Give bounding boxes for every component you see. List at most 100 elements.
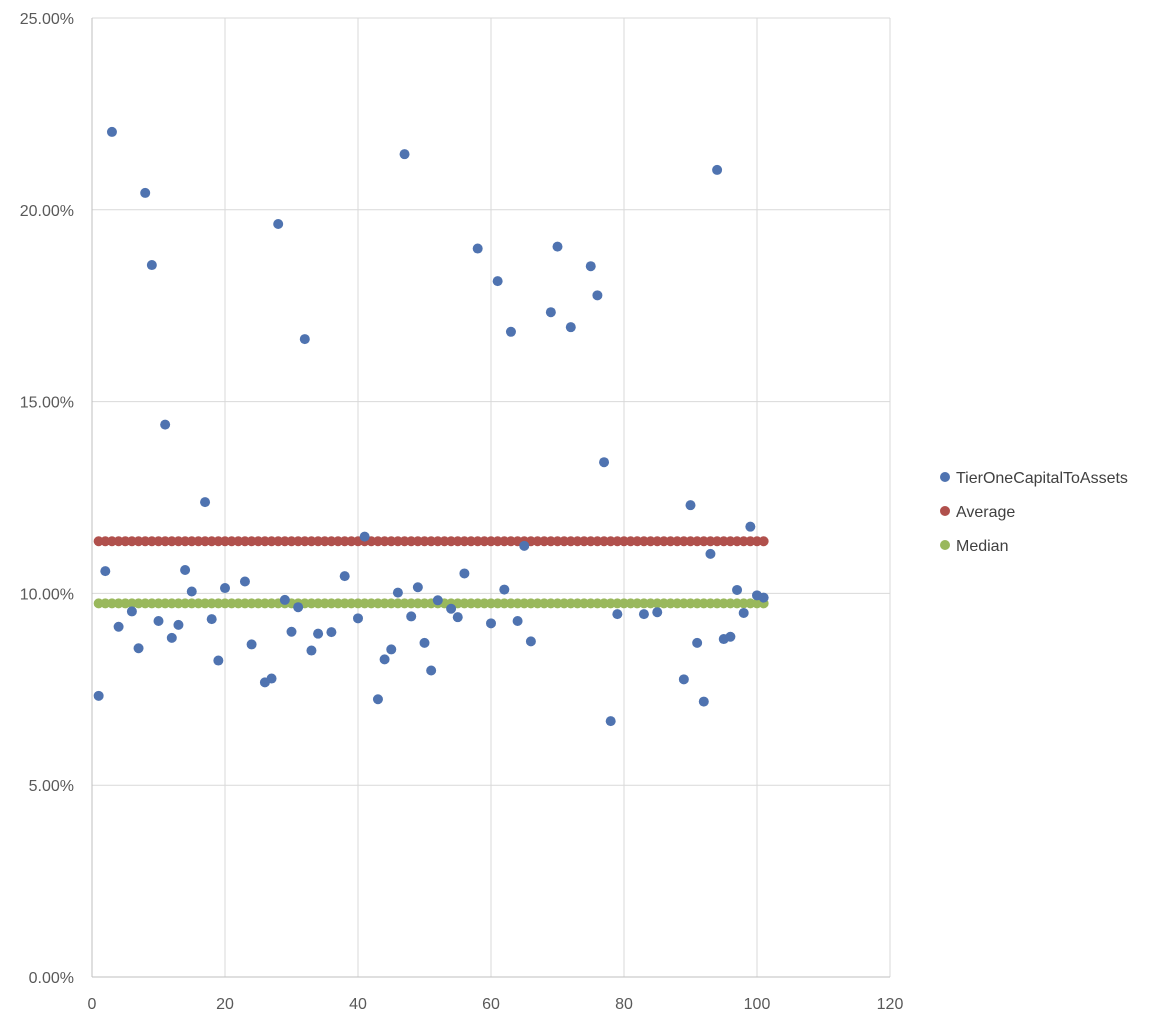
y-tick-label: 20.00% xyxy=(20,203,74,220)
data-point xyxy=(486,618,496,629)
data-point xyxy=(585,261,596,272)
data-point xyxy=(273,218,284,229)
data-point xyxy=(685,500,696,511)
legend-marker xyxy=(940,506,950,516)
data-point xyxy=(133,643,144,654)
data-point xyxy=(146,260,157,271)
data-point xyxy=(220,583,230,594)
data-point xyxy=(459,568,470,579)
data-point xyxy=(612,609,623,620)
data-point xyxy=(505,326,516,337)
data-point xyxy=(406,611,417,622)
series-points xyxy=(93,126,769,727)
x-tick-label: 80 xyxy=(615,996,633,1013)
legend-marker xyxy=(940,540,950,550)
data-point xyxy=(592,290,603,301)
data-point xyxy=(113,621,124,632)
x-tick-label: 120 xyxy=(877,996,904,1013)
data-point xyxy=(399,149,410,160)
data-point xyxy=(106,126,117,137)
data-point xyxy=(166,632,177,643)
data-point xyxy=(692,637,703,648)
data-point xyxy=(140,187,151,198)
data-point xyxy=(432,595,443,606)
data-point xyxy=(313,628,324,639)
data-point xyxy=(293,602,304,613)
data-point xyxy=(379,654,390,665)
data-point xyxy=(412,582,423,593)
data-point xyxy=(738,607,749,618)
x-tick-label: 60 xyxy=(482,996,500,1013)
data-point xyxy=(246,639,257,650)
data-point xyxy=(565,322,576,333)
data-point xyxy=(426,665,437,676)
data-point xyxy=(705,548,716,559)
gridlines xyxy=(92,17,891,977)
data-point xyxy=(200,497,211,508)
data-point xyxy=(100,566,111,577)
legend-label: Average xyxy=(956,504,1015,521)
data-point xyxy=(93,690,104,701)
y-tick-label: 0.00% xyxy=(29,970,74,987)
data-point xyxy=(359,531,370,542)
data-point xyxy=(732,584,743,595)
legend: TierOneCapitalToAssets Average Median xyxy=(940,470,1128,555)
data-point xyxy=(678,674,689,685)
data-point xyxy=(339,571,350,582)
data-point xyxy=(213,655,224,666)
data-point xyxy=(512,616,523,627)
data-point xyxy=(492,276,503,287)
y-tick-label: 15.00% xyxy=(20,395,74,412)
legend-label: Median xyxy=(956,538,1008,555)
data-point xyxy=(372,694,383,705)
data-point xyxy=(525,636,536,647)
data-point xyxy=(180,565,191,576)
data-point xyxy=(186,586,197,597)
data-point xyxy=(545,307,556,318)
data-point xyxy=(353,613,363,624)
data-point xyxy=(239,576,250,587)
data-point xyxy=(126,606,137,617)
data-point xyxy=(446,603,457,614)
data-point xyxy=(279,594,290,605)
legend-label: TierOneCapitalToAssets xyxy=(956,470,1128,487)
data-point xyxy=(206,614,217,625)
data-point xyxy=(299,334,310,345)
data-point xyxy=(160,419,171,430)
data-point xyxy=(599,457,610,468)
x-tick-label: 20 xyxy=(216,996,234,1013)
x-tick-label: 100 xyxy=(744,996,771,1013)
x-tick-label: 40 xyxy=(349,996,367,1013)
data-point xyxy=(386,644,397,655)
data-point xyxy=(306,645,317,656)
data-point xyxy=(519,540,530,551)
data-point xyxy=(552,241,563,252)
y-tick-label: 10.00% xyxy=(20,586,74,603)
data-point xyxy=(452,612,463,623)
data-point xyxy=(326,627,337,638)
data-point xyxy=(419,637,430,648)
data-point xyxy=(286,626,297,637)
y-tick-label: 25.00% xyxy=(20,11,74,28)
data-point xyxy=(725,631,736,642)
average-point xyxy=(758,536,769,547)
data-point xyxy=(652,607,663,618)
axes: 0 20 40 60 80 100 120 0.00% 5.00% 10.00% 15.00% 20.… xyxy=(20,11,904,1013)
data-point xyxy=(392,587,403,598)
data-point xyxy=(499,584,510,595)
data-point xyxy=(605,716,616,727)
data-point xyxy=(698,696,709,707)
legend-marker xyxy=(940,472,950,482)
data-point xyxy=(745,521,756,532)
y-tick-label: 5.00% xyxy=(29,778,74,795)
data-point xyxy=(712,164,723,175)
data-point xyxy=(472,243,483,254)
data-point xyxy=(153,616,164,627)
data-point xyxy=(758,592,769,603)
data-point xyxy=(173,619,184,630)
data-point xyxy=(266,673,277,684)
data-point xyxy=(638,609,649,620)
x-tick-label: 0 xyxy=(88,996,97,1013)
